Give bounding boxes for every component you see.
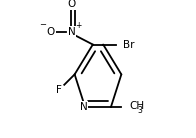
Text: F: F [56, 85, 62, 95]
Text: CH: CH [130, 101, 145, 111]
Text: Br: Br [123, 39, 134, 50]
Text: N: N [67, 26, 75, 37]
Text: 3: 3 [138, 106, 142, 115]
Text: +: + [75, 21, 82, 30]
Text: N: N [80, 102, 88, 112]
Text: O: O [46, 26, 55, 37]
Text: O: O [67, 0, 75, 9]
Text: −: − [39, 21, 46, 30]
